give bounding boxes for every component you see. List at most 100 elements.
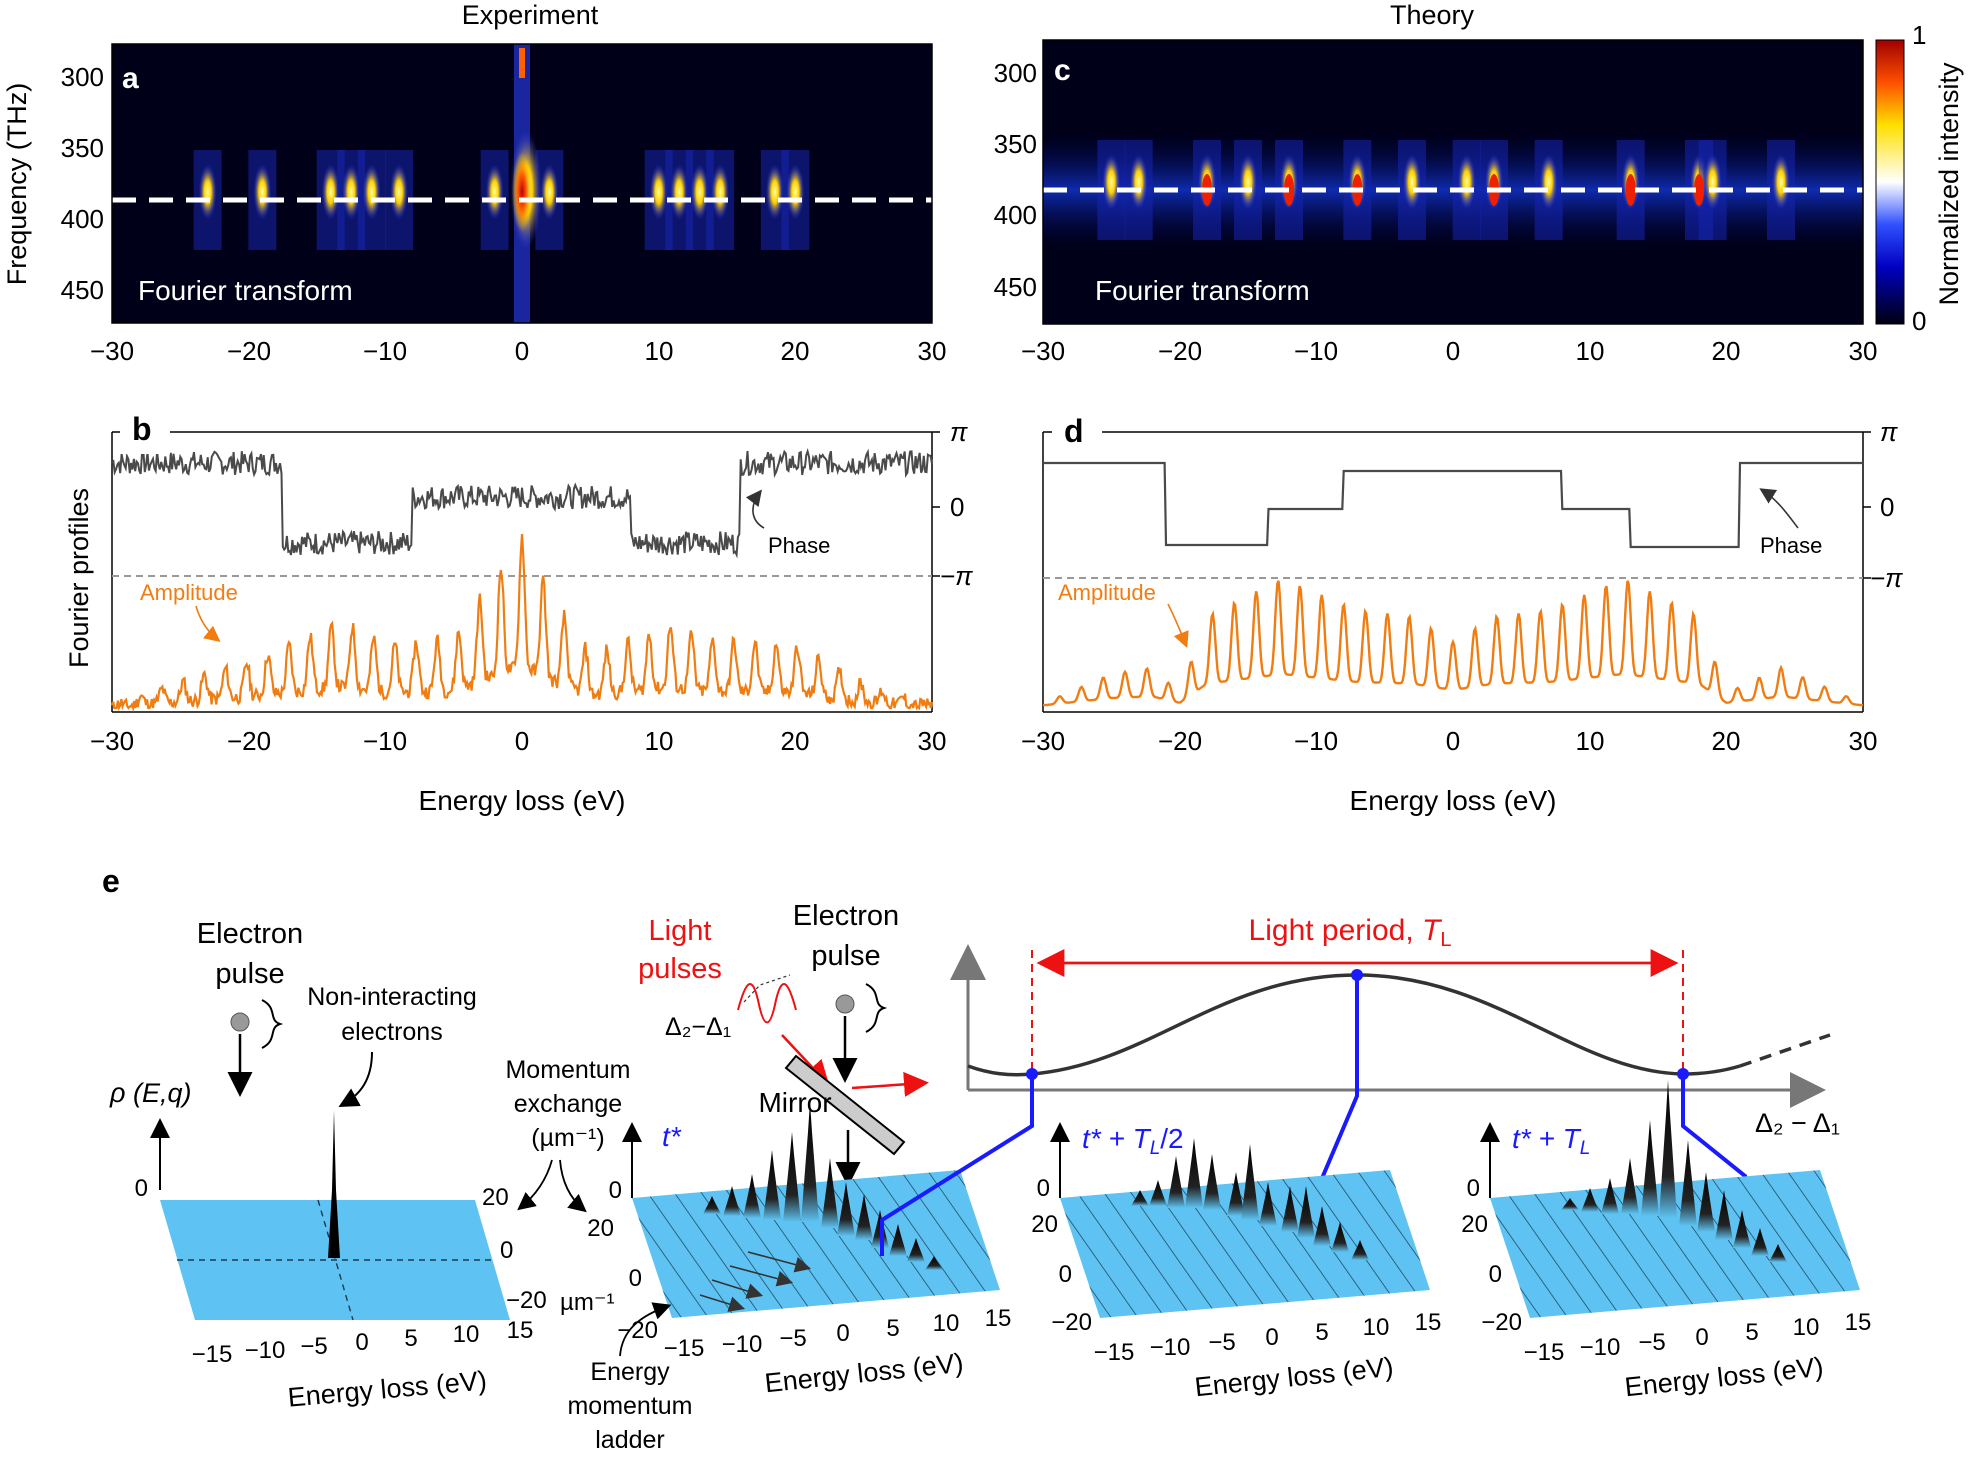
- heatmap-c-spots: [1097, 140, 1795, 240]
- light-pulses-line2: pulses: [638, 953, 722, 985]
- p3-etick-m10: −10: [1150, 1334, 1191, 1361]
- p1-etick-m5: −5: [300, 1333, 327, 1360]
- mirror-label: Mirror: [758, 1087, 831, 1118]
- plane-2-peak-2: [743, 1174, 761, 1218]
- non-interacting-arrow: [338, 1051, 373, 1107]
- ytick-a-450: 450: [61, 275, 104, 305]
- p4-etick-m15: −15: [1524, 1339, 1565, 1366]
- heatmap-a-peak-8: [649, 164, 668, 220]
- panel-b-phase-arrow: [745, 489, 765, 529]
- p4-etick-m5: −5: [1638, 1329, 1665, 1356]
- xtick-a-20: 20: [781, 336, 810, 366]
- p3-mtick-0: 0: [1059, 1261, 1072, 1288]
- momentum-arrow-left: [517, 1159, 553, 1211]
- p1-mtick-m20: −20: [506, 1287, 547, 1314]
- light-period-label: Light period, TL: [1249, 914, 1452, 951]
- plane-3-peak-1: [1149, 1180, 1167, 1206]
- xtick-c-30: 30: [1849, 336, 1878, 366]
- xtick-c-20: 20: [1712, 336, 1741, 366]
- panel-c-inset-label: Fourier transform: [1095, 275, 1310, 306]
- plane-4-momentum-ticks: 20 0 −20: [1461, 1211, 1522, 1336]
- panel-a-letter: a: [122, 62, 139, 95]
- mu-m-label: µm⁻¹: [560, 1289, 614, 1316]
- light-pulse-icon: [737, 983, 797, 1024]
- p2-etick-m5: −5: [779, 1325, 806, 1352]
- plane-3-peak-5: [1227, 1172, 1245, 1216]
- panel-d-tick-0: 0: [1880, 492, 1894, 522]
- p1-etick-m15: −15: [192, 1341, 233, 1368]
- colorbar: [1875, 39, 1905, 325]
- heatmap-a-peak-3: [342, 164, 361, 220]
- p1-etick-10: 10: [453, 1321, 480, 1348]
- p3-etick-5: 5: [1315, 1319, 1328, 1346]
- plane-4-peak-0: [1561, 1198, 1579, 1210]
- p1-etick-m10: −10: [245, 1337, 286, 1364]
- heatmap-a-peak-4: [362, 164, 381, 220]
- heatmap-a-frame: [111, 43, 933, 324]
- xtick-d-m20: −20: [1158, 726, 1202, 756]
- plane-3-peak-10: [1313, 1206, 1331, 1246]
- heatmap-a-peak-13: [786, 164, 805, 220]
- plane-1-vtick: 0: [135, 1175, 148, 1202]
- p2-etick-15: 15: [985, 1305, 1012, 1332]
- xtick-d-20: 20: [1712, 726, 1741, 756]
- panel-b-phase-label: Phase: [768, 533, 830, 558]
- plane-4-peak-4: [1641, 1120, 1659, 1216]
- p4-etick-15: 15: [1845, 1309, 1872, 1336]
- mirror-icon: [784, 1054, 906, 1156]
- energy-ladder-line2: momentum: [567, 1392, 692, 1420]
- panel-d-xticks: −30 −20 −10 0 10 20 30: [1021, 726, 1878, 756]
- panel-c-yticks: 300 350 400 450: [994, 58, 1037, 302]
- heatmap-a-peak-9: [670, 164, 689, 220]
- electron-pulse-2-line1: Electron: [793, 900, 899, 932]
- heatmap-a-spots: [193, 44, 810, 323]
- period-curve-continuation: [1739, 1033, 1831, 1068]
- panel-d: d Phase Amplitude π 0 −π −30 −20 −10 0 1…: [1021, 408, 1903, 816]
- p2-etick-m15: −15: [664, 1335, 705, 1362]
- panel-d-xlabel: Energy loss (eV): [1350, 785, 1557, 816]
- plane-2-peak-5: [801, 1102, 819, 1222]
- plane-3-peak-6: [1241, 1144, 1259, 1220]
- plane-4: [1490, 1170, 1860, 1318]
- panel-b-phase-ticks: π 0 −π: [932, 417, 973, 591]
- p3-etick-m5: −5: [1208, 1329, 1235, 1356]
- plane-4-peaks: [1561, 1080, 1787, 1262]
- p2-mtick-0: 0: [629, 1265, 642, 1292]
- panel-b-xlabel: Energy loss (eV): [419, 785, 626, 816]
- panel-d-phase-ticks: π 0 −π: [1863, 417, 1903, 593]
- plane-2-peak-3: [763, 1150, 781, 1220]
- panel-b-tick-minus-pi: −π: [940, 561, 973, 591]
- panel-a-xticks: −30 −20 −10 0 10 20 30: [90, 336, 947, 366]
- panel-c: Theory c Fourier transform 300 350 400 4…: [994, 0, 1964, 366]
- heatmap-c-frame: [1042, 39, 1864, 325]
- plane-2: [632, 1170, 1000, 1318]
- xtick-c-m20: −20: [1158, 336, 1202, 366]
- xtick-a-10: 10: [645, 336, 674, 366]
- panel-c-letter: c: [1054, 54, 1071, 87]
- heatmap-c-peak-13: [1772, 154, 1790, 210]
- plane-4-peak-2: [1601, 1178, 1619, 1214]
- plane-3-peak-3: [1185, 1138, 1203, 1208]
- heatmap-a-peak-6: [485, 164, 504, 220]
- plane-2-peak-10: [889, 1224, 907, 1256]
- panel-b-tick-0: 0: [950, 492, 964, 522]
- momentum-exchange-line1: Momentum: [505, 1056, 630, 1084]
- p3-etick-0: 0: [1265, 1324, 1278, 1351]
- energy-ladder-line1: Energy: [590, 1358, 670, 1386]
- ytick-a-350: 350: [61, 133, 104, 163]
- panel-e-letter: e: [102, 863, 120, 899]
- heatmap-a-peak-2: [321, 164, 340, 220]
- panel-d-amplitude-arrow: [1167, 603, 1189, 648]
- heatmap-a-peak-5: [390, 164, 408, 220]
- p1-etick-15: 15: [507, 1317, 534, 1344]
- panel-b-letter-bg: [120, 408, 170, 454]
- colorbar-min: 0: [1912, 306, 1926, 336]
- heatmap-a-peak-7: [540, 164, 559, 220]
- xtick-b-10: 10: [645, 726, 674, 756]
- p4-mtick-20: 20: [1461, 1211, 1488, 1238]
- xtick-b-0: 0: [515, 726, 529, 756]
- plane-2-group: Light pulses Δ₂−Δ₁ Electron pulse Mirror…: [560, 900, 1011, 1454]
- ytick-a-400: 400: [61, 204, 104, 234]
- panel-c-title: Theory: [1390, 0, 1475, 30]
